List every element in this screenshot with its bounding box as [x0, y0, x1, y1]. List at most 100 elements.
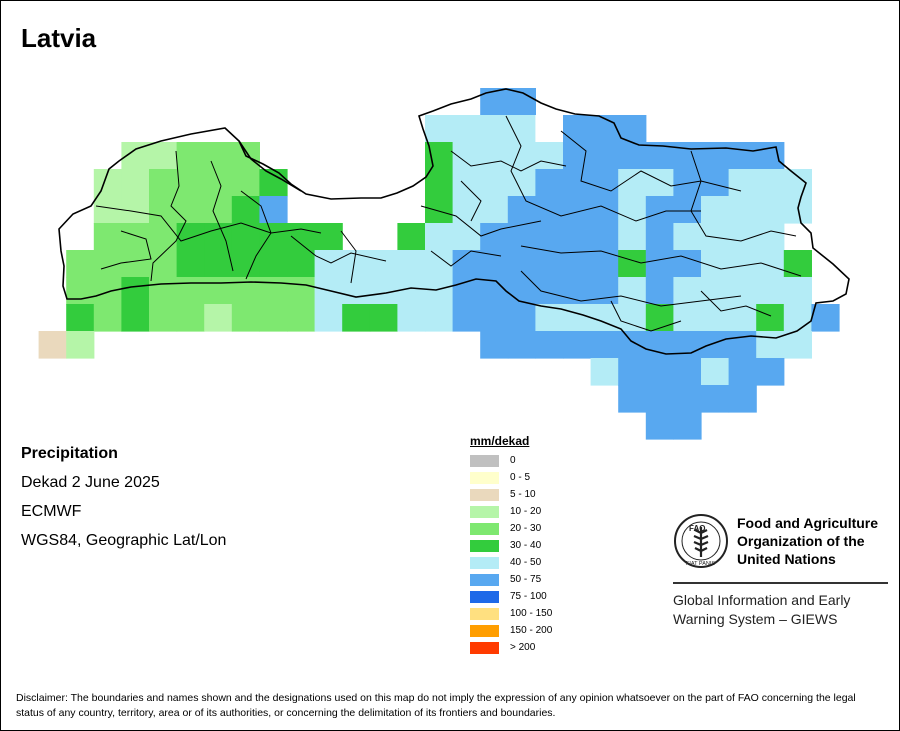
- grid-cell: [66, 304, 95, 332]
- legend-label: 40 - 50: [510, 557, 542, 568]
- legend-label: 100 - 150: [510, 608, 553, 619]
- grid-cell: [231, 169, 260, 197]
- grid-cell: [756, 169, 785, 197]
- grid-cell: [204, 277, 233, 305]
- grid-cell: [756, 250, 785, 278]
- grid-cell: [535, 115, 564, 143]
- grid-cell: [397, 223, 426, 251]
- legend-item: 40 - 50: [470, 554, 552, 571]
- grid-cell: [728, 331, 757, 359]
- grid-cell: [756, 223, 785, 251]
- grid-cell: [673, 358, 702, 386]
- grid-cell: [563, 331, 592, 359]
- grid-cell: [783, 277, 812, 305]
- org-name-line1: Food and Agriculture: [737, 515, 879, 531]
- fao-logo: FAO FIAT PANIS Food and Agriculture Orga…: [673, 513, 889, 629]
- variable-heading: Precipitation: [21, 445, 118, 462]
- projection-label: WGS84, Geographic Lat/Lon: [21, 532, 227, 549]
- grid-cell: [507, 331, 536, 359]
- grid-cell: [204, 142, 233, 170]
- grid-cell: [397, 277, 426, 305]
- grid-cell: [535, 196, 564, 224]
- map-info: Precipitation Dekad 2 June 2025 ECMWF WG…: [21, 439, 226, 555]
- grid-cell: [590, 358, 619, 386]
- gulf-of-riga-coast: [238, 140, 302, 192]
- grid-cell: [425, 223, 454, 251]
- grid-cell: [618, 331, 647, 359]
- grid-cell: [756, 277, 785, 305]
- grid-cell: [397, 304, 426, 332]
- grid-cell: [176, 142, 205, 170]
- grid-cell: [425, 196, 454, 224]
- grid-cell: [618, 250, 647, 278]
- legend-item: 50 - 75: [470, 571, 552, 588]
- grid-cell: [121, 277, 150, 305]
- grid-cell: [259, 250, 288, 278]
- grid-cell: [673, 250, 702, 278]
- grid-cell: [231, 196, 260, 224]
- grid-cell: [204, 169, 233, 197]
- grid-cell: [728, 250, 757, 278]
- grid-cell: [618, 358, 647, 386]
- grid-cell: [452, 304, 481, 332]
- grid-cell: [756, 331, 785, 359]
- legend-label: 50 - 75: [510, 574, 542, 585]
- grid-cell: [66, 277, 95, 305]
- grid-cell: [507, 250, 536, 278]
- grid-cell: [452, 115, 481, 143]
- legend: mm/dekad 0 0 - 5 5 - 10 10 - 20 20 - 30 30 - …: [470, 434, 552, 656]
- grid-cell: [783, 331, 812, 359]
- grid-cell: [783, 304, 812, 332]
- grid-cell: [480, 142, 509, 170]
- legend-label: > 200: [510, 642, 536, 653]
- grid-cell: [314, 304, 343, 332]
- grid-cell: [563, 250, 592, 278]
- grid-cell: [728, 196, 757, 224]
- grid-cell: [563, 115, 592, 143]
- grid-cell: [535, 223, 564, 251]
- precipitation-grid: [38, 88, 840, 440]
- grid-cell: [645, 358, 674, 386]
- grid-cell: [259, 196, 288, 224]
- grid-cell: [535, 277, 564, 305]
- legend-item: 0 - 5: [470, 469, 552, 486]
- grid-cell: [756, 358, 785, 386]
- grid-cell: [287, 277, 316, 305]
- legend-label: 30 - 40: [510, 540, 542, 551]
- grid-cell: [645, 277, 674, 305]
- grid-cell: [645, 385, 674, 413]
- grid-cell: [590, 169, 619, 197]
- grid-cell: [535, 331, 564, 359]
- grid-cell: [38, 331, 67, 359]
- grid-cell: [93, 277, 122, 305]
- grid-cell: [701, 142, 730, 170]
- legend-item: 30 - 40: [470, 537, 552, 554]
- period-label: Dekad 2 June 2025: [21, 474, 160, 491]
- grid-cell: [397, 250, 426, 278]
- grid-cell: [728, 142, 757, 170]
- legend-swatch: [470, 607, 499, 620]
- grid-cell: [701, 358, 730, 386]
- legend-item: > 200: [470, 639, 552, 656]
- grid-cell: [701, 169, 730, 197]
- grid-cell: [590, 277, 619, 305]
- grid-cell: [756, 142, 785, 170]
- grid-cell: [93, 196, 122, 224]
- giews-line1: Global Information and Early: [673, 592, 851, 608]
- grid-cell: [728, 385, 757, 413]
- legend-item: 100 - 150: [470, 605, 552, 622]
- grid-cell: [673, 277, 702, 305]
- grid-cell: [149, 169, 178, 197]
- legend-item: 5 - 10: [470, 486, 552, 503]
- legend-label: 0: [510, 455, 516, 466]
- grid-cell: [259, 169, 288, 197]
- org-name-line3: United Nations: [737, 551, 836, 567]
- legend-swatch: [470, 539, 499, 552]
- grid-cell: [425, 304, 454, 332]
- grid-cell: [259, 277, 288, 305]
- grid-cell: [645, 196, 674, 224]
- grid-cell: [480, 304, 509, 332]
- grid-cell: [176, 250, 205, 278]
- grid-cell: [618, 277, 647, 305]
- grid-cell: [314, 223, 343, 251]
